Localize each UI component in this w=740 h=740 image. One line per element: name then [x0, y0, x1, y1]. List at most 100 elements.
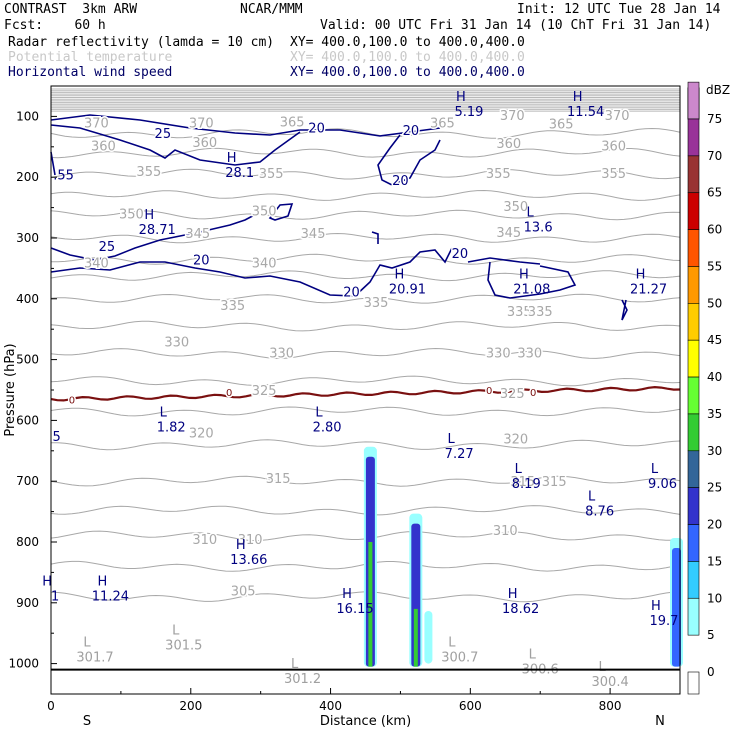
- colorbar-swatch: [687, 524, 700, 562]
- x-axis-title: Distance (km): [320, 714, 411, 729]
- colorbar-unit: dBZ: [706, 83, 730, 97]
- wind-label: 20: [308, 121, 325, 136]
- colorbar-swatch: [687, 561, 700, 599]
- colorbar-swatch: [687, 413, 700, 452]
- theta-label: 365: [430, 116, 455, 131]
- theta-label: 345: [185, 227, 210, 242]
- zero-label: 0: [530, 388, 536, 399]
- extremum-value: 7.27: [445, 447, 474, 462]
- extremum-value: 1.82: [157, 421, 186, 436]
- field-reflectivity-xy: XY= 400.0,100.0 to 400.0,400.0: [290, 35, 525, 50]
- y-tick-label: 400: [16, 292, 39, 306]
- theta-contour-line: [50, 232, 681, 244]
- y-tick-label: 700: [16, 474, 39, 488]
- y-tick-label: 900: [16, 596, 39, 610]
- reflectivity-cell-inner: [413, 608, 418, 667]
- extremum-mark: H: [227, 151, 237, 166]
- theta-contour-line: [50, 209, 681, 221]
- theta-label: 365: [280, 115, 305, 130]
- reflectivity-cell-core: [426, 620, 431, 664]
- contour-labels: 370 370 365 370 370 365 365 360 360 360 360 355 355 3…: [42, 90, 678, 690]
- theta-label: 320: [503, 433, 528, 448]
- theta-label: 310: [493, 524, 518, 539]
- wind-label: 20: [343, 286, 360, 301]
- theta-label: 355: [601, 167, 626, 182]
- extremum-mark: H: [144, 208, 154, 223]
- theta-contour-line: [50, 320, 681, 332]
- colorbar-swatch: [687, 671, 700, 695]
- extremum-mark: L: [598, 660, 606, 675]
- extremum-mark: H: [508, 587, 518, 602]
- theta-label: 305: [231, 585, 256, 600]
- theta-contour-line: [50, 189, 681, 201]
- wind-contour-line: [50, 151, 56, 176]
- extremum-mark: L: [448, 432, 456, 447]
- extremum-mark: L: [651, 462, 659, 477]
- theta-label: 330: [164, 335, 189, 350]
- colorbar-swatch: [687, 376, 700, 415]
- colorbar-swatch: [687, 229, 700, 267]
- extremum-value: 11.54: [567, 105, 604, 120]
- wind-label: 20: [403, 124, 420, 139]
- wind-contour-line: [487, 261, 577, 299]
- colorbar-swatch: [687, 81, 700, 120]
- colorbar-label: 0: [707, 665, 715, 679]
- y-tick-label: 200: [16, 170, 39, 184]
- field-theta-name: Potential temperature: [8, 50, 173, 65]
- theta-label: 360: [496, 137, 521, 152]
- extremum-mark: L: [527, 206, 535, 221]
- theta-contour-line: [50, 168, 681, 180]
- extremum-value: 9.06: [648, 477, 677, 492]
- org-label: NCAR/MMM: [240, 2, 303, 17]
- extremum-value: 8.19: [512, 477, 541, 492]
- extremum-value: 301.7: [76, 650, 113, 665]
- extremum-mark: H: [519, 268, 529, 283]
- colorbar-label: 35: [707, 407, 722, 421]
- colorbar-swatch: [687, 597, 700, 636]
- x-tick-label: 600: [459, 699, 482, 713]
- y-tick-label: 1000: [8, 657, 39, 671]
- theta-label: 315: [266, 472, 291, 487]
- theta-contour-line: [50, 127, 681, 139]
- theta-label: 360: [192, 136, 217, 151]
- reflectivity-cell-core: [411, 523, 421, 667]
- theta-contour-line: [50, 253, 681, 265]
- theta-label: 325: [252, 384, 277, 399]
- colorbar-label: 65: [707, 186, 722, 200]
- colorbar-label: 25: [707, 481, 722, 495]
- extremum-mark: H: [395, 268, 405, 283]
- reflectivity-cell-core: [672, 548, 682, 667]
- y-tick-label: 600: [16, 413, 39, 427]
- extremum-value: 28.1: [225, 166, 254, 181]
- colorbar-swatch: [687, 118, 700, 157]
- zero-label: 0: [226, 388, 232, 399]
- theta-label: 370: [189, 116, 214, 131]
- extremum-value: 13.6: [524, 221, 553, 236]
- colorbar-label: 55: [707, 259, 722, 273]
- theta-label: 340: [252, 256, 277, 271]
- field-wind-xy: XY= 400.0,100.0 to 400.0,400.0: [290, 65, 525, 80]
- theta-label: 365: [549, 118, 574, 133]
- colorbar-label: 70: [707, 149, 722, 163]
- init-time: Init: 12 UTC Tue 28 Jan 14: [517, 2, 721, 17]
- extremum-mark: H: [573, 90, 583, 105]
- x-tick-label: 400: [319, 699, 342, 713]
- theta-contour-line: [50, 375, 681, 387]
- colorbar-label: 20: [707, 518, 722, 532]
- y-tick-label: 100: [16, 109, 39, 123]
- extremum-value: 13.66: [230, 553, 267, 568]
- wind-label: 20: [452, 247, 469, 262]
- extremum-value: 301.5: [165, 638, 202, 653]
- theta-label: 370: [84, 116, 109, 131]
- zero-isotherm: [50, 385, 681, 402]
- wind-contours: [50, 114, 628, 321]
- wind-contour-line: [50, 247, 453, 297]
- forecast-hour: Fcst: 60 h: [4, 18, 106, 33]
- theta-contours: [50, 88, 681, 603]
- colorbar-label: 10: [707, 591, 722, 605]
- reflectivity-cells: [363, 446, 684, 667]
- colorbar-swatch: [687, 192, 700, 230]
- valid-time: Valid: 00 UTC Fri 31 Jan 14 (10 ChT Fri …: [320, 18, 712, 33]
- extremum-value: 20.91: [389, 283, 426, 298]
